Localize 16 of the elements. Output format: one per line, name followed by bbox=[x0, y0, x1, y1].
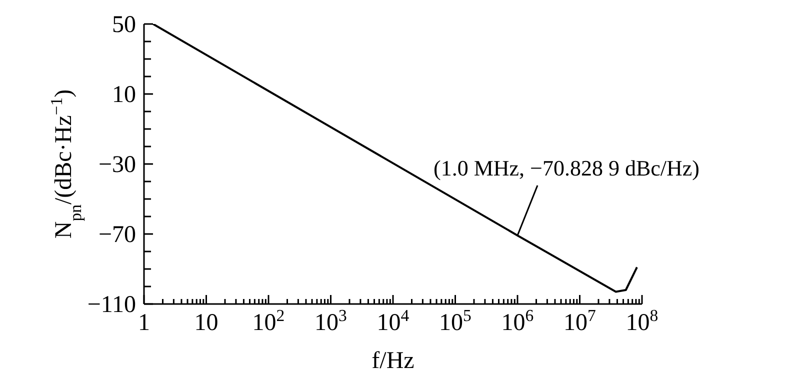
x-axis-title: f/Hz bbox=[372, 348, 414, 374]
x-tick-label: 10$^{3}$ bbox=[314, 306, 347, 336]
y-tick-label: −110 bbox=[87, 292, 136, 318]
x-tick-label: 1 bbox=[138, 310, 150, 336]
y-tick-label: −30 bbox=[98, 152, 136, 178]
y-tick-label: 50 bbox=[112, 12, 136, 38]
x-tick-label: 10 bbox=[194, 310, 218, 336]
x-tick-label: 10$^{5}$ bbox=[439, 306, 472, 336]
x-tick-label: 10$^{7}$ bbox=[564, 306, 596, 336]
y-tick-label: 10 bbox=[112, 82, 136, 108]
x-tick-label: 10$^{4}$ bbox=[376, 306, 410, 336]
x-tick-label: 10$^{6}$ bbox=[501, 306, 534, 336]
y-tick-label: −70 bbox=[98, 222, 136, 248]
x-tick-label: 10$^{2}$ bbox=[252, 306, 285, 336]
x-tick-label: 10$^{8}$ bbox=[626, 306, 658, 336]
annotation: (1.0 MHz, −70.828 9 dBc/Hz) bbox=[434, 155, 700, 180]
